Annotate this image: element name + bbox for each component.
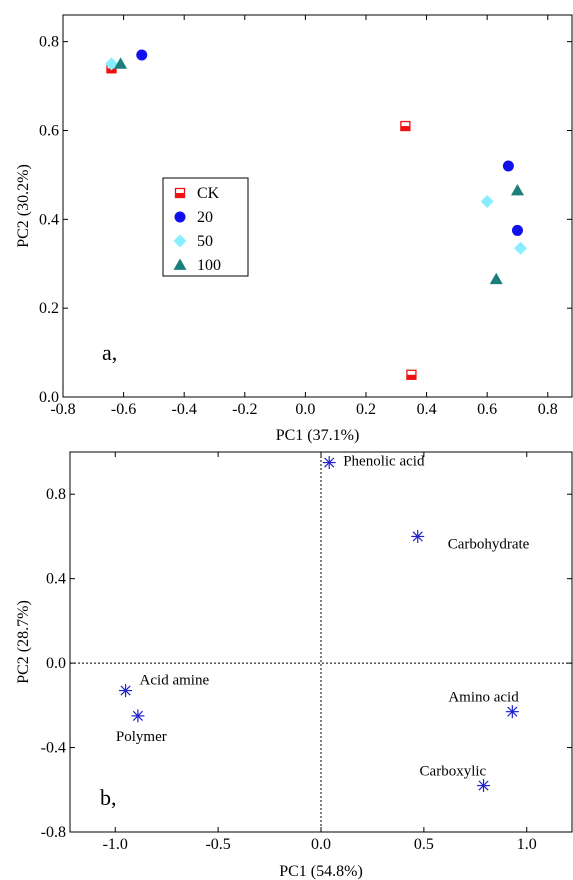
x-tick-label: -1.0 (103, 836, 128, 853)
x-tick-label: -0.5 (205, 836, 230, 853)
x-axis-label: PC1 (37.1%) (276, 427, 360, 444)
x-tick-label: 0.0 (295, 401, 315, 418)
y-tick-label: 0.8 (46, 486, 66, 503)
legend-marker-ck-fill (175, 193, 185, 198)
x-tick-label: 0.8 (538, 401, 558, 418)
y-tick-label: 0.4 (39, 211, 59, 228)
y-tick-label: 0.0 (46, 655, 66, 672)
data-point-100 (114, 57, 128, 69)
x-tick-label: -0.6 (111, 401, 136, 418)
loading-point-carboxylic (477, 779, 491, 793)
x-tick-label: 0.2 (356, 401, 376, 418)
legend-marker-50 (173, 234, 187, 248)
y-tick-label: -0.4 (41, 740, 66, 757)
loading-point-phenolic-acid (322, 456, 336, 470)
loading-label-carbohydrate: Carbohydrate (448, 536, 530, 552)
legend-marker-100 (173, 258, 187, 270)
y-axis-label: PC2 (30.2%) (15, 164, 32, 248)
x-tick-label: 0.0 (311, 836, 331, 853)
loading-label-polymer: Polymer (116, 729, 167, 745)
loading-point-acid-amine (119, 684, 133, 698)
loading-label-acid-amine: Acid amine (140, 673, 210, 689)
x-tick-label: 0.6 (477, 401, 497, 418)
legend-label-50: 50 (197, 233, 213, 250)
y-tick-label: 0.4 (46, 571, 66, 588)
loading-label-phenolic-acid: Phenolic acid (343, 454, 425, 470)
data-point-ck-fill (106, 68, 116, 73)
loading-point-polymer (131, 709, 145, 723)
plot-frame (62, 14, 573, 398)
data-point-20 (502, 160, 514, 172)
loading-point-carbohydrate (411, 529, 425, 543)
legend-label-100: 100 (197, 257, 221, 274)
y-axis-label: PC2 (28.7%) (15, 600, 32, 684)
loading-label-amino-acid: Amino acid (448, 690, 519, 706)
x-tick-label: 0.5 (414, 836, 434, 853)
loading-label-carboxylic: Carboxylic (420, 764, 487, 780)
legend-label-ck: CK (197, 185, 220, 202)
x-axis-label: PC1 (54.8%) (279, 863, 363, 880)
y-tick-label: 0.6 (39, 122, 59, 139)
x-tick-label: -0.4 (172, 401, 197, 418)
y-tick-label: 0.0 (39, 389, 59, 406)
x-tick-label: -0.8 (50, 401, 75, 418)
panel-label: b, (100, 785, 117, 810)
data-point-ck-fill (400, 126, 410, 131)
legend: CK 20 50 100 (162, 177, 249, 277)
x-tick-label: -0.2 (232, 401, 257, 418)
panel-label: a, (102, 340, 117, 365)
loading-point-amino-acid (505, 705, 519, 719)
data-point-20 (511, 224, 523, 236)
legend-marker-20 (174, 211, 186, 223)
y-tick-label: 0.8 (39, 34, 59, 51)
x-tick-label: 0.4 (417, 401, 437, 418)
data-point-50 (104, 57, 118, 71)
panel-a-scores-plot: -0.8 -0.6 -0.4 -0.2 0.0 0.2 0.4 0.6 0.8 0.0 0.2 0.4… (15, 14, 573, 444)
data-point-ck-fill (406, 374, 416, 380)
data-point-50 (513, 241, 527, 255)
data-point-20 (136, 49, 148, 61)
data-point-100 (510, 183, 524, 196)
x-tick-label: 1.0 (517, 836, 537, 853)
data-point-50 (480, 195, 494, 209)
panel-b-loadings-plot: -1.0 -0.5 0.0 0.5 1.0 -0.8 -0.4 0.0 0.4 0.8 PC1 (5… (15, 451, 573, 880)
y-tick-label: 0.2 (39, 300, 59, 317)
legend-label-20: 20 (197, 209, 213, 226)
data-point-100 (489, 272, 503, 285)
y-tick-label: -0.8 (41, 824, 66, 841)
